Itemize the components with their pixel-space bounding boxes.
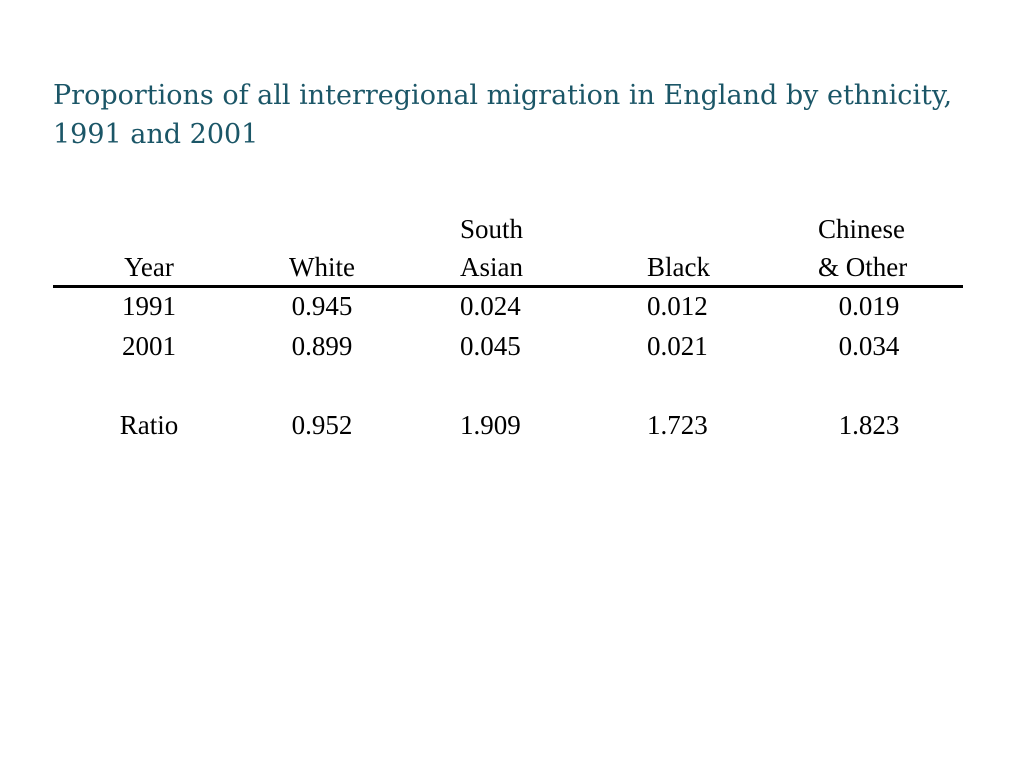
column-header-chinese-other: Chinese & Other <box>818 214 908 282</box>
header-rule <box>53 285 963 288</box>
column-header-south-asian: South Asian <box>460 214 524 282</box>
cell-black: 0.021 <box>647 331 708 361</box>
migration-table: Year White South Asian Black Chinese & O… <box>53 210 963 446</box>
cell-white: 0.899 <box>291 331 353 361</box>
table-row-1991: 1991 0.945 0.024 0.012 0.019 <box>53 287 963 327</box>
table-row-2001: 2001 0.899 0.045 0.021 0.034 <box>53 327 963 367</box>
cell-chinese-other: 1.823 <box>838 410 900 440</box>
row-spacer <box>53 367 963 406</box>
row-label: 1991 <box>122 291 176 321</box>
cell-black: 0.012 <box>647 291 708 321</box>
table-row-ratio: Ratio 0.952 1.909 1.723 1.823 <box>53 406 963 446</box>
cell-south-asian: 0.045 <box>460 331 521 361</box>
cell-black: 1.723 <box>647 410 708 440</box>
slide-title: Proportions of all interregional migrati… <box>53 80 953 150</box>
cell-white: 0.952 <box>291 410 353 440</box>
cell-white: 0.945 <box>291 291 353 321</box>
row-label: 2001 <box>122 331 176 361</box>
cell-chinese-other: 0.034 <box>838 331 900 361</box>
cell-south-asian: 0.024 <box>460 291 521 321</box>
cell-chinese-other: 0.019 <box>838 291 900 321</box>
column-header-white: White <box>289 252 355 282</box>
row-label: Ratio <box>119 410 179 440</box>
cell-south-asian: 1.909 <box>460 410 521 440</box>
column-header-black: Black <box>647 252 710 282</box>
table-header-row: Year White South Asian Black Chinese & O… <box>53 210 963 287</box>
column-header-year: Year <box>124 252 174 282</box>
